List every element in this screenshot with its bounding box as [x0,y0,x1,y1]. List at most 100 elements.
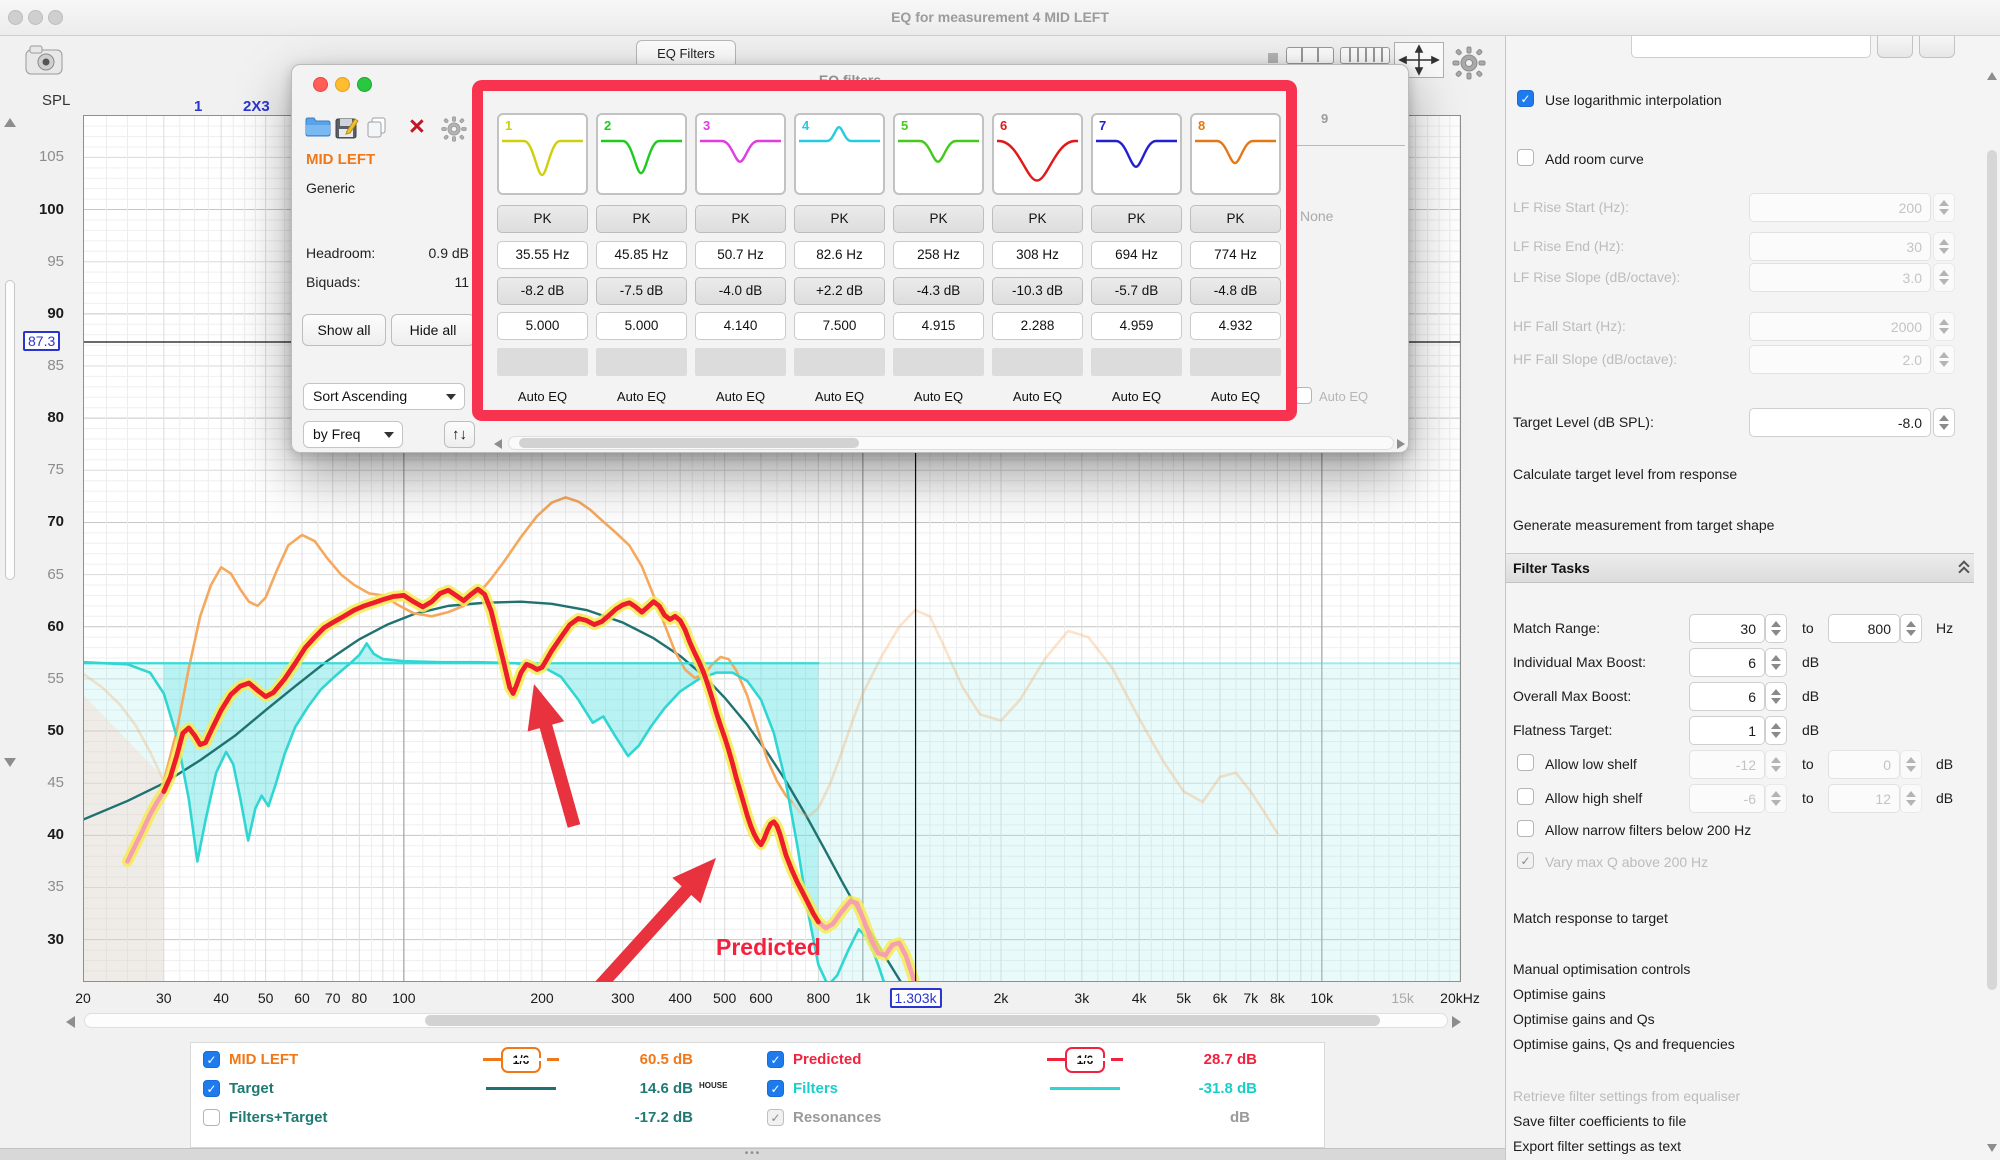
lf-rise-end-field[interactable]: 30 [1749,232,1931,261]
filter-5-auto-eq-label[interactable]: Auto EQ [913,389,964,404]
settings-gear-icon[interactable] [1452,46,1486,85]
filter-6-gain-field[interactable]: -10.3 dB [992,277,1083,305]
save-coefficients-action[interactable]: Save filter coefficients to file [1513,1113,1687,1129]
legend-resonances-checkbox[interactable]: ✓ [767,1109,784,1126]
layout-columns-icon[interactable] [1286,47,1334,64]
hf-fall-start-field[interactable]: 2000 [1749,312,1931,341]
flatness-target-field[interactable]: 1 [1689,716,1765,745]
filter-7-frequency-field[interactable]: 694 Hz [1091,241,1182,269]
lf-rise-start-stepper[interactable] [1933,193,1955,222]
filter-6-curve-box[interactable]: 6 [992,113,1083,195]
hf-fall-slope-stepper[interactable] [1933,345,1955,374]
match-response-action[interactable]: Match response to target [1513,910,1668,926]
filter-8-curve-box[interactable]: 8 [1190,113,1281,195]
filter-4-q-field[interactable]: 7.500 [794,312,885,340]
dialog-horizontal-scrollbar[interactable] [508,436,1394,450]
flatness-target-stepper[interactable] [1765,716,1787,745]
filter-3-type-button[interactable]: PK [695,205,786,233]
sidebar-scrollbar[interactable] [1987,150,1997,990]
add-room-curve-checkbox[interactable] [1517,149,1534,166]
legend-filters-checkbox[interactable]: ✓ [767,1080,784,1097]
target-level-stepper[interactable] [1933,408,1955,437]
filter-2-type-button[interactable]: PK [596,205,687,233]
low-shelf-to-field[interactable]: 0 [1828,750,1900,779]
measurement-tab-2x3[interactable]: 2X3 [243,98,270,115]
filter-1-q-field[interactable]: 5.000 [497,312,588,340]
filter-3-frequency-field[interactable]: 50.7 Hz [695,241,786,269]
lf-rise-slope-field[interactable]: 3.0 [1749,263,1931,292]
filter-8-type-button[interactable]: PK [1190,205,1281,233]
filter-5-type-button[interactable]: PK [893,205,984,233]
filter-5-frequency-field[interactable]: 258 Hz [893,241,984,269]
graph-scroll-down-icon[interactable] [4,758,16,767]
filter-2-gain-field[interactable]: -7.5 dB [596,277,687,305]
sidebar-scroll-up-icon[interactable] [1987,72,1997,80]
filter-3-q-field[interactable]: 4.140 [695,312,786,340]
dialog-close-icon[interactable] [313,77,328,92]
filter-3-curve-box[interactable]: 3 [695,113,786,195]
layout-many-columns-icon[interactable] [1340,47,1390,64]
high-shelf-from-field[interactable]: -6 [1689,784,1765,813]
high-shelf-to-field[interactable]: 12 [1828,784,1900,813]
filter-6-q-field[interactable]: 2.288 [992,312,1083,340]
window-minimize-icon[interactable] [28,10,43,25]
individual-boost-field[interactable]: 6 [1689,648,1765,677]
sort-order-select[interactable]: Sort Ascending [303,383,465,410]
filter-7-auto-eq-label[interactable]: Auto EQ [1111,389,1162,404]
filter-9-auto-eq-checkbox[interactable] [1295,387,1312,404]
filter-tasks-header[interactable]: Filter Tasks [1506,553,1974,583]
graph-scroll-left-icon[interactable] [66,1016,75,1028]
low-shelf-from-field[interactable]: -12 [1689,750,1765,779]
window-zoom-icon[interactable] [48,10,63,25]
export-settings-action[interactable]: Export filter settings as text [1513,1138,1682,1154]
calc-target-level-action[interactable]: Calculate target level from response [1513,466,1738,482]
filter-6-auto-eq-label[interactable]: Auto EQ [1012,389,1063,404]
filter-8-frequency-field[interactable]: 774 Hz [1190,241,1281,269]
dialog-zoom-icon[interactable] [357,77,372,92]
graph-horizontal-scrollbar[interactable] [84,1013,1448,1028]
match-range-from-stepper[interactable] [1765,614,1787,643]
filter-2-auto-eq-label[interactable]: Auto EQ [616,389,667,404]
overall-boost-field[interactable]: 6 [1689,682,1765,711]
optimise-gains-qs-freqs-action[interactable]: Optimise gains, Qs and frequencies [1513,1036,1735,1052]
filter-8-auto-eq-label[interactable]: Auto EQ [1210,389,1261,404]
legend-filters-target-checkbox[interactable] [203,1109,220,1126]
filter-1-type-button[interactable]: PK [497,205,588,233]
copy-pages-icon[interactable] [365,117,389,144]
graph-scroll-up-icon[interactable] [4,118,16,127]
dialog-scroll-right-icon[interactable] [1397,439,1405,449]
panel-splitter-icon[interactable] [1268,53,1278,63]
filter-4-auto-eq-label[interactable]: Auto EQ [814,389,865,404]
hf-fall-start-stepper[interactable] [1933,312,1955,341]
filter-2-curve-box[interactable]: 2 [596,113,687,195]
sidebar-top-field[interactable] [1631,36,1871,58]
filter-1-auto-eq-label[interactable]: Auto EQ [517,389,568,404]
overall-boost-stepper[interactable] [1765,682,1787,711]
show-all-button[interactable]: Show all [302,314,386,346]
resize-dots[interactable]: ••• [744,1148,762,1159]
hf-fall-slope-field[interactable]: 2.0 [1749,345,1931,374]
filter-3-gain-field[interactable]: -4.0 dB [695,277,786,305]
filter-3-auto-eq-label[interactable]: Auto EQ [715,389,766,404]
filter-6-frequency-field[interactable]: 308 Hz [992,241,1083,269]
filter-4-curve-box[interactable]: 4 [794,113,885,195]
lf-rise-slope-stepper[interactable] [1933,263,1955,292]
high-shelf-to-stepper[interactable] [1900,784,1922,813]
manual-optimisation-action[interactable]: Manual optimisation controls [1513,961,1691,977]
window-close-icon[interactable] [8,10,23,25]
use-log-interp-checkbox[interactable]: ✓ [1517,90,1534,107]
filter-7-gain-field[interactable]: -5.7 dB [1091,277,1182,305]
filter-9-type-select[interactable]: None [1300,208,1334,224]
camera-icon[interactable] [24,42,66,83]
filter-1-frequency-field[interactable]: 35.55 Hz [497,241,588,269]
filter-7-curve-box[interactable]: 7 [1091,113,1182,195]
filter-4-type-button[interactable]: PK [794,205,885,233]
filter-5-gain-field[interactable]: -4.3 dB [893,277,984,305]
hide-all-button[interactable]: Hide all [391,314,475,346]
vary-max-q-checkbox[interactable]: ✓ [1517,852,1534,869]
filter-4-frequency-field[interactable]: 82.6 Hz [794,241,885,269]
match-range-to-field[interactable]: 800 [1828,614,1900,643]
allow-high-shelf-checkbox[interactable] [1517,788,1534,805]
reverse-sort-button[interactable]: ↑↓ [444,421,475,448]
graph-scroll-right-icon[interactable] [1452,1016,1461,1028]
